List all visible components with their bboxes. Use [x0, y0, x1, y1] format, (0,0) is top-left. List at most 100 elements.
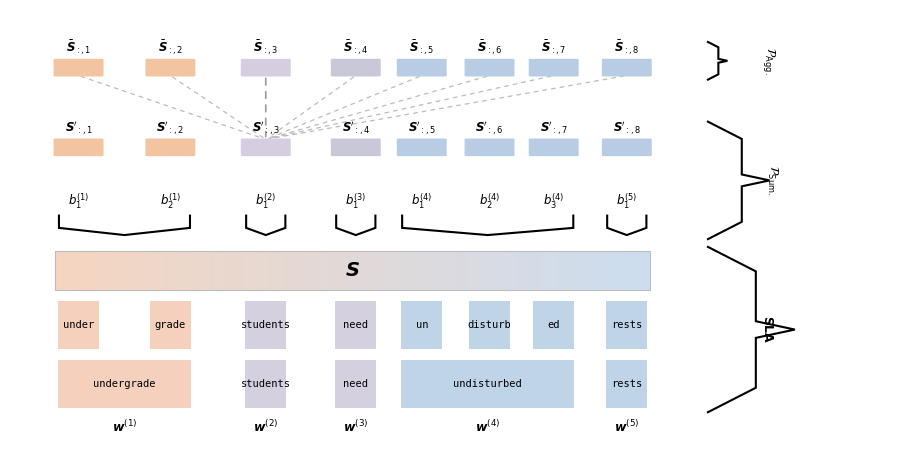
Text: $b_1^{(2)}$: $b_1^{(2)}$	[255, 191, 276, 211]
Bar	[462, 251, 467, 290]
Bar	[533, 301, 574, 349]
Bar	[551, 251, 556, 290]
Bar	[264, 251, 269, 290]
Bar	[120, 251, 126, 290]
Text: $\boldsymbol{w}^{(5)}$: $\boldsymbol{w}^{(5)}$	[614, 420, 640, 435]
Bar	[234, 251, 239, 290]
Text: rests: rests	[611, 379, 642, 389]
FancyBboxPatch shape	[465, 59, 515, 77]
Bar	[245, 361, 286, 408]
Bar	[492, 251, 497, 290]
Bar	[303, 251, 309, 290]
Bar	[541, 251, 546, 290]
Bar	[115, 251, 120, 290]
Bar	[566, 251, 571, 290]
Bar	[245, 301, 286, 349]
Bar	[170, 251, 175, 290]
Bar	[333, 251, 338, 290]
Text: $b_1^{(3)}$: $b_1^{(3)}$	[345, 191, 367, 211]
Text: $\bar{\boldsymbol{S}}_{:,6}$: $\bar{\boldsymbol{S}}_{:,6}$	[476, 39, 502, 58]
Bar	[437, 251, 442, 290]
Text: $b_2^{(1)}$: $b_2^{(1)}$	[160, 191, 181, 211]
Bar	[239, 251, 244, 290]
Bar	[160, 251, 165, 290]
Bar	[100, 251, 105, 290]
Bar	[432, 251, 438, 290]
Text: $b_3^{(4)}$: $b_3^{(4)}$	[543, 191, 564, 211]
FancyBboxPatch shape	[145, 59, 196, 77]
Bar	[56, 251, 61, 290]
FancyBboxPatch shape	[528, 59, 579, 77]
Bar	[576, 251, 581, 290]
Bar	[620, 251, 625, 290]
Bar	[254, 251, 259, 290]
Bar	[194, 251, 199, 290]
Bar	[570, 251, 576, 290]
Text: $\mathcal{P}_{\mathrm{Agg.}}$: $\mathcal{P}_{\mathrm{Agg.}}$	[761, 47, 777, 75]
Bar	[580, 251, 586, 290]
Bar	[511, 251, 517, 290]
Text: $\bar{\boldsymbol{S}}_{:,8}$: $\bar{\boldsymbol{S}}_{:,8}$	[614, 39, 640, 58]
FancyBboxPatch shape	[465, 138, 515, 156]
Bar	[343, 251, 348, 290]
Bar	[109, 251, 116, 290]
Bar	[546, 251, 552, 290]
Bar	[213, 251, 220, 290]
Bar	[209, 251, 214, 290]
FancyBboxPatch shape	[145, 138, 196, 156]
Bar	[358, 251, 363, 290]
Text: $\boldsymbol{S}'_{:,1}$: $\boldsymbol{S}'_{:,1}$	[65, 119, 92, 137]
FancyBboxPatch shape	[331, 138, 380, 156]
Bar	[452, 251, 457, 290]
Bar	[65, 251, 71, 290]
Bar	[590, 251, 596, 290]
Bar	[293, 251, 299, 290]
Bar	[482, 251, 487, 290]
Bar	[466, 251, 472, 290]
Text: $\boldsymbol{S}'_{:,2}$: $\boldsymbol{S}'_{:,2}$	[156, 119, 185, 137]
Bar	[204, 251, 209, 290]
Bar	[95, 251, 100, 290]
Bar	[70, 251, 75, 290]
Text: undisturbed: undisturbed	[453, 379, 522, 389]
Bar	[388, 251, 393, 290]
Text: $\boldsymbol{S}'_{:,6}$: $\boldsymbol{S}'_{:,6}$	[475, 119, 503, 137]
Bar	[516, 251, 521, 290]
Bar	[625, 251, 631, 290]
Text: $\boldsymbol{S}'_{:,8}$: $\boldsymbol{S}'_{:,8}$	[613, 119, 640, 137]
Bar	[90, 251, 95, 290]
Text: $b_1^{(4)}$: $b_1^{(4)}$	[411, 191, 432, 211]
Text: $b_2^{(4)}$: $b_2^{(4)}$	[479, 191, 501, 211]
Bar	[640, 251, 646, 290]
FancyBboxPatch shape	[528, 138, 579, 156]
Bar	[244, 251, 249, 290]
Bar	[442, 251, 448, 290]
Bar	[610, 251, 615, 290]
Text: $\bar{\boldsymbol{S}}_{:,3}$: $\bar{\boldsymbol{S}}_{:,3}$	[253, 39, 278, 58]
Bar	[501, 251, 507, 290]
Bar	[278, 251, 283, 290]
Bar	[125, 251, 130, 290]
Bar	[401, 361, 574, 408]
Text: need: need	[344, 379, 369, 389]
Bar	[85, 251, 91, 290]
Bar	[150, 251, 155, 290]
Bar	[407, 251, 413, 290]
Bar	[150, 301, 191, 349]
Bar	[605, 251, 611, 290]
Bar	[298, 251, 303, 290]
Bar	[397, 251, 403, 290]
Bar	[561, 251, 566, 290]
FancyBboxPatch shape	[54, 138, 103, 156]
FancyBboxPatch shape	[602, 138, 652, 156]
Text: $\boldsymbol{S}'_{:,4}$: $\boldsymbol{S}'_{:,4}$	[342, 119, 370, 137]
Text: students: students	[240, 379, 291, 389]
Text: $\boldsymbol{S}$: $\boldsymbol{S}$	[345, 261, 361, 280]
Bar	[164, 251, 170, 290]
Bar	[323, 251, 328, 290]
Text: $\boldsymbol{w}^{(1)}$: $\boldsymbol{w}^{(1)}$	[112, 420, 137, 435]
Text: $\bar{\boldsymbol{S}}_{:,4}$: $\bar{\boldsymbol{S}}_{:,4}$	[343, 39, 369, 58]
Text: students: students	[240, 320, 291, 330]
Bar	[229, 251, 234, 290]
Bar	[362, 251, 368, 290]
